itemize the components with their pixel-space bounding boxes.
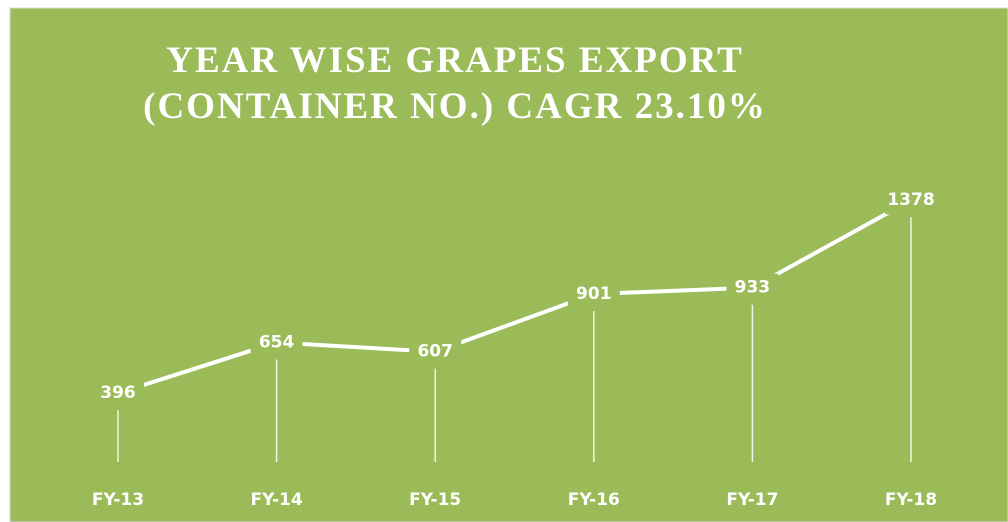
data-label: 1378: [887, 190, 934, 210]
label-background: [250, 328, 303, 357]
line: [117, 198, 912, 396]
chart-title: YEAR WISE GRAPES EXPORT: [166, 40, 744, 81]
x-tick-label: FY-18: [885, 490, 937, 510]
chart-title: (CONTAINER NO.) CAGR 23.10%: [143, 86, 767, 127]
label-background: [567, 279, 620, 308]
x-tick-label: FY-17: [726, 490, 778, 510]
x-tick-label: FY-16: [568, 490, 620, 510]
label-background: [409, 337, 462, 366]
label-background: [885, 186, 937, 215]
data-label: 607: [417, 342, 453, 362]
data-label: 654: [259, 332, 295, 352]
data-label: 901: [576, 284, 612, 304]
label-background: [92, 379, 144, 408]
data-label: 396: [100, 383, 136, 403]
chart-area: [9, 7, 1008, 522]
label-background: [726, 273, 779, 302]
x-tick-label: FY-15: [409, 490, 461, 510]
data-label: 933: [735, 278, 771, 298]
x-tick-label: FY-13: [92, 490, 144, 510]
x-tick-label: FY-14: [251, 490, 303, 510]
